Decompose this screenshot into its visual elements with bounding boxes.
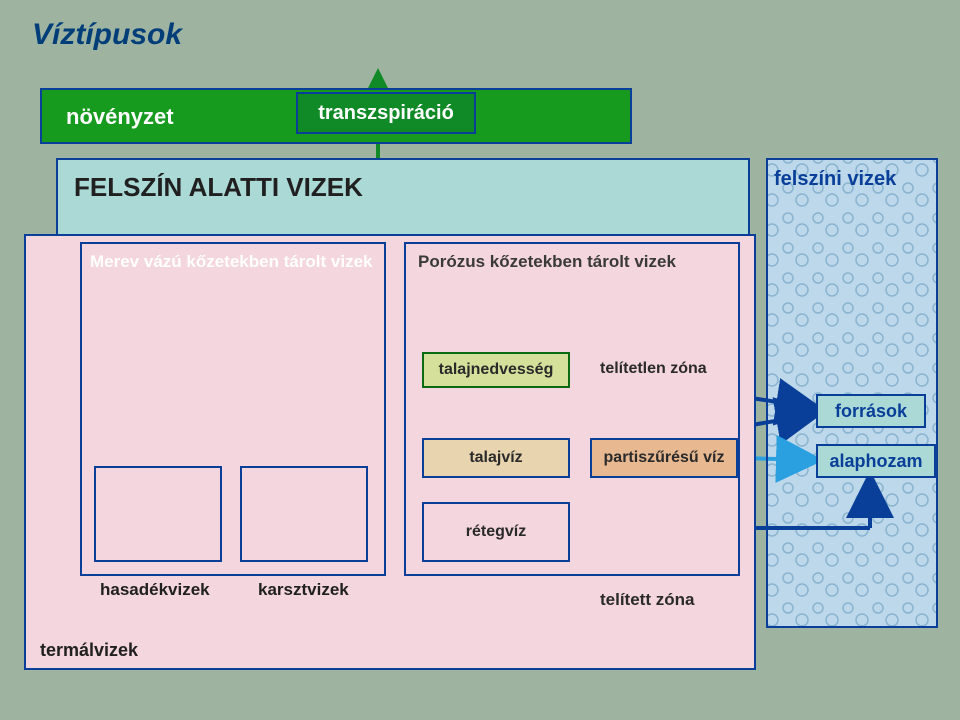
unsaturated-zone-label: telítetlen zóna (600, 360, 707, 378)
thermal-waters-label: termálvizek (40, 640, 138, 661)
springs-label: források (835, 401, 907, 422)
baseflow-box: alaphozam (816, 444, 936, 478)
bank-filtered-box: partiszűrésű víz (590, 438, 738, 478)
rigid-rock-label: Merev vázú kőzetekben tárolt vizek (90, 252, 373, 272)
surface-waters-label: felszíni vizek (774, 168, 896, 191)
page-title: Víztípusok (32, 18, 182, 52)
groundwater-box: talajvíz (422, 438, 570, 478)
porous-rock-label: Porózus kőzetekben tárolt vizek (418, 252, 676, 272)
baseflow-label: alaphozam (829, 451, 922, 472)
fracture-water-label: hasadékvizek (100, 580, 210, 600)
soil-moisture-label: talajnedvesség (439, 361, 554, 379)
aquifer-layer-label: rétegvíz (466, 523, 526, 541)
vegetation-label: növényzet (66, 104, 174, 130)
bank-filtered-label: partiszűrésű víz (604, 449, 725, 467)
subsurface-waters-label: FELSZÍN ALATTI VIZEK (74, 172, 363, 203)
transpiration-label: transzspiráció (318, 102, 454, 125)
karst-water-label: karsztvizek (258, 580, 349, 600)
karst-water-box (240, 466, 368, 562)
aquifer-layer-box: rétegvíz (422, 502, 570, 562)
surface-waters-box (766, 158, 938, 628)
soil-moisture-box: talajnedvesség (422, 352, 570, 388)
transpiration-box: transzspiráció (296, 92, 476, 134)
saturated-zone-label: telített zóna (600, 590, 694, 610)
groundwater-label: talajvíz (469, 449, 522, 467)
springs-box: források (816, 394, 926, 428)
fracture-water-box (94, 466, 222, 562)
